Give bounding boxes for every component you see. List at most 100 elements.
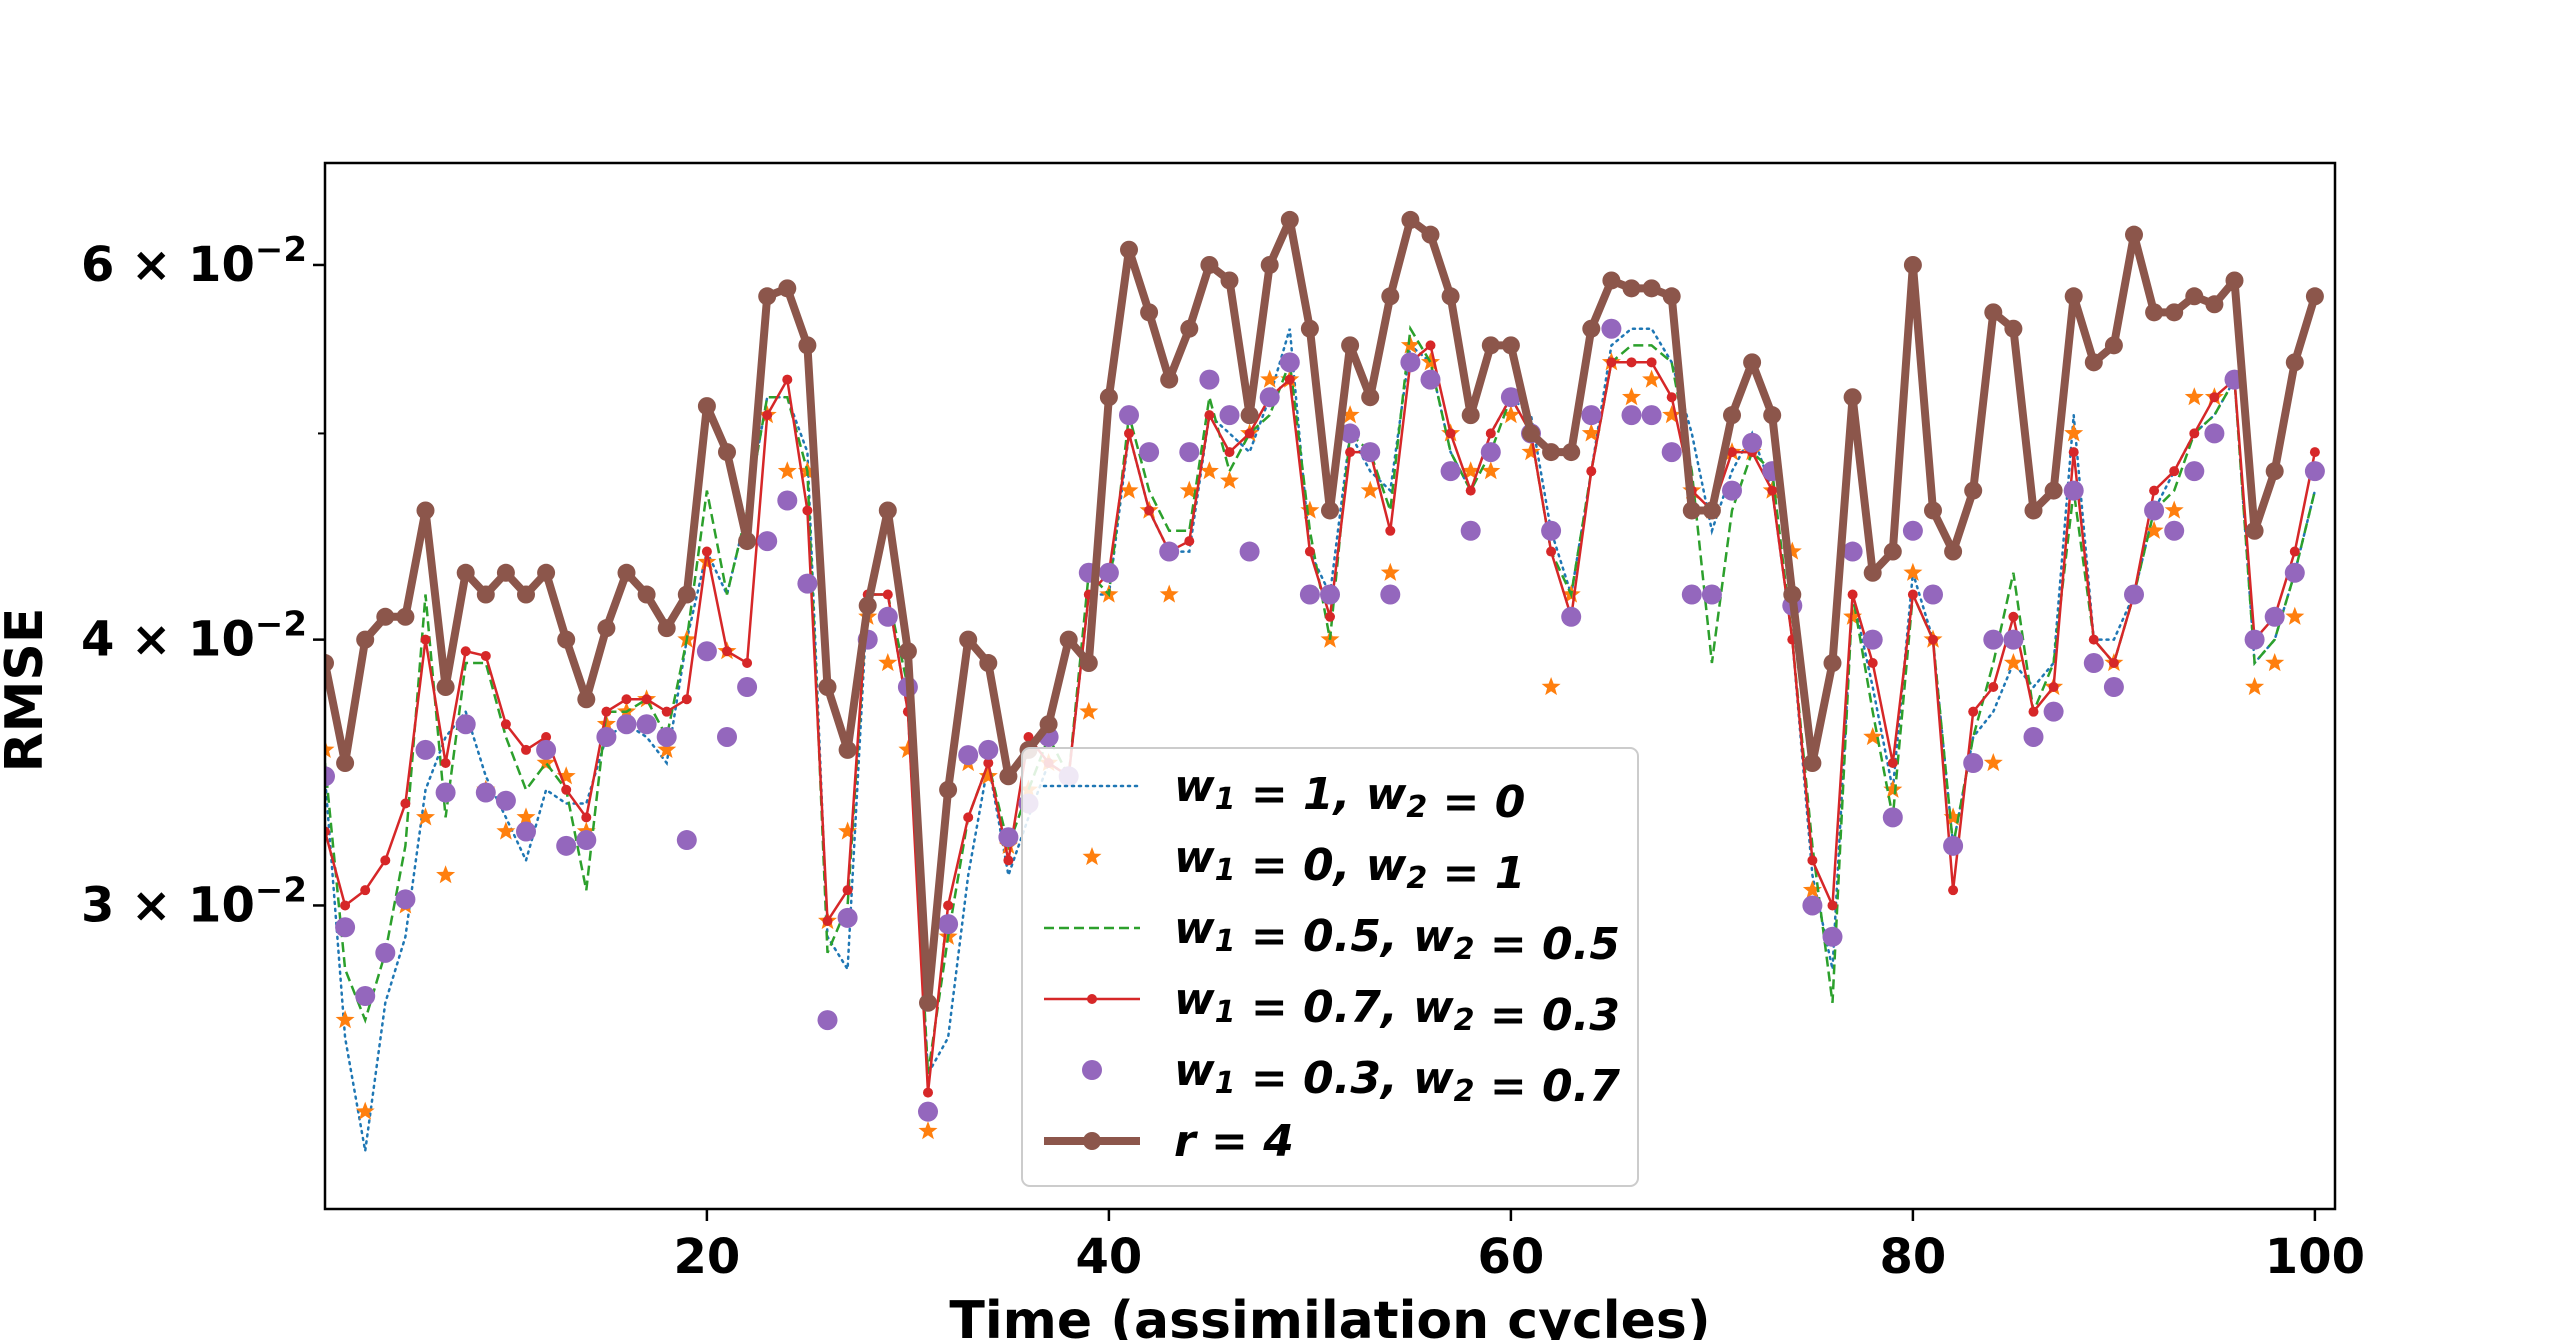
data-point xyxy=(757,531,778,552)
data-point xyxy=(1642,369,1662,388)
data-point xyxy=(1280,210,1299,229)
data-point xyxy=(435,782,456,803)
data-point xyxy=(1928,634,1938,645)
data-point xyxy=(641,694,652,705)
data-point xyxy=(737,677,758,698)
data-point xyxy=(2048,682,2059,693)
data-point xyxy=(1702,501,1721,520)
data-point xyxy=(1501,405,1521,424)
data-point xyxy=(1862,629,1883,650)
data-point xyxy=(782,374,793,385)
data-point xyxy=(1360,480,1380,499)
data-point xyxy=(1701,584,1722,605)
data-point xyxy=(1260,369,1280,388)
data-point xyxy=(1882,807,1903,828)
data-point xyxy=(718,443,736,462)
data-point xyxy=(355,1101,375,1120)
data-point xyxy=(436,865,456,884)
data-point xyxy=(616,714,637,735)
data-point xyxy=(355,985,376,1006)
data-point xyxy=(1059,630,1078,649)
data-point xyxy=(1842,541,1863,562)
data-point xyxy=(898,739,918,758)
data-point xyxy=(1400,352,1421,373)
data-point xyxy=(1581,423,1601,442)
data-point xyxy=(2264,606,2285,627)
data-point xyxy=(1300,319,1319,338)
data-point xyxy=(325,766,335,787)
data-point xyxy=(983,758,994,769)
data-point xyxy=(1521,442,1541,461)
data-point xyxy=(1441,287,1460,306)
data-point xyxy=(2149,485,2160,496)
data-point xyxy=(1803,754,1822,773)
data-point xyxy=(1460,520,1481,541)
legend-item: w1 = 1, w2 = 0 xyxy=(1042,761,1525,828)
data-point xyxy=(636,714,657,735)
legend-swatch-marker xyxy=(1087,994,1097,1004)
data-point xyxy=(1681,584,1702,605)
data-point xyxy=(416,807,435,826)
data-point xyxy=(537,563,556,582)
data-point xyxy=(1602,271,1621,290)
y-tick-label: 6 × 10−2 xyxy=(81,230,307,293)
data-point xyxy=(597,619,616,638)
data-point xyxy=(1723,406,1741,425)
data-point xyxy=(496,821,516,840)
data-point xyxy=(1260,255,1279,274)
data-point xyxy=(1099,388,1118,407)
data-point xyxy=(1184,536,1195,547)
data-point xyxy=(1219,405,1240,426)
data-point xyxy=(1783,585,1802,604)
data-point xyxy=(999,767,1018,786)
data-point xyxy=(1948,885,1959,896)
data-point xyxy=(1144,505,1155,516)
data-point xyxy=(1481,461,1501,480)
data-point xyxy=(979,654,998,673)
data-point xyxy=(2023,726,2044,747)
data-point xyxy=(2103,677,2124,698)
data-point xyxy=(1140,303,1159,322)
data-point xyxy=(1079,701,1099,720)
data-point xyxy=(1902,520,1923,541)
data-point xyxy=(717,726,737,747)
data-point xyxy=(1802,880,1822,899)
data-point xyxy=(1200,255,1219,274)
data-point xyxy=(576,830,597,851)
data-point xyxy=(440,758,451,769)
data-point xyxy=(959,630,978,649)
data-point xyxy=(1983,629,2004,650)
series-1 xyxy=(325,327,2317,1152)
legend-label: w1 = 1, w2 = 0 xyxy=(1174,761,1525,828)
data-point xyxy=(1642,279,1661,298)
data-point xyxy=(1380,562,1400,581)
data-point xyxy=(1581,405,1602,426)
data-point xyxy=(697,552,717,571)
data-point xyxy=(1727,447,1737,458)
data-point xyxy=(2245,521,2264,540)
data-point xyxy=(697,397,716,416)
data-point xyxy=(521,744,531,755)
data-point xyxy=(1119,405,1139,426)
data-point xyxy=(1244,428,1255,439)
data-point xyxy=(1903,255,1922,274)
series-line xyxy=(325,215,2319,1007)
data-point xyxy=(1522,424,1540,443)
data-point xyxy=(2108,658,2119,669)
data-point xyxy=(1420,369,1441,390)
data-point xyxy=(436,678,455,697)
data-point xyxy=(1440,461,1461,482)
data-point xyxy=(416,501,435,520)
legend-label: w1 = 0.3, w2 = 0.7 xyxy=(1174,1045,1620,1112)
y-axis: 3 × 10−2 4 × 10−2 6 × 10−2 xyxy=(81,230,325,933)
data-point xyxy=(1299,584,1320,605)
data-point xyxy=(2244,629,2265,650)
legend-swatch xyxy=(1082,1060,1102,1080)
x-tick-label: 80 xyxy=(1880,1229,1947,1285)
data-point xyxy=(475,782,496,803)
data-point xyxy=(1500,387,1521,408)
data-point xyxy=(742,658,753,669)
data-point xyxy=(1606,357,1617,368)
data-point xyxy=(1742,432,1763,453)
